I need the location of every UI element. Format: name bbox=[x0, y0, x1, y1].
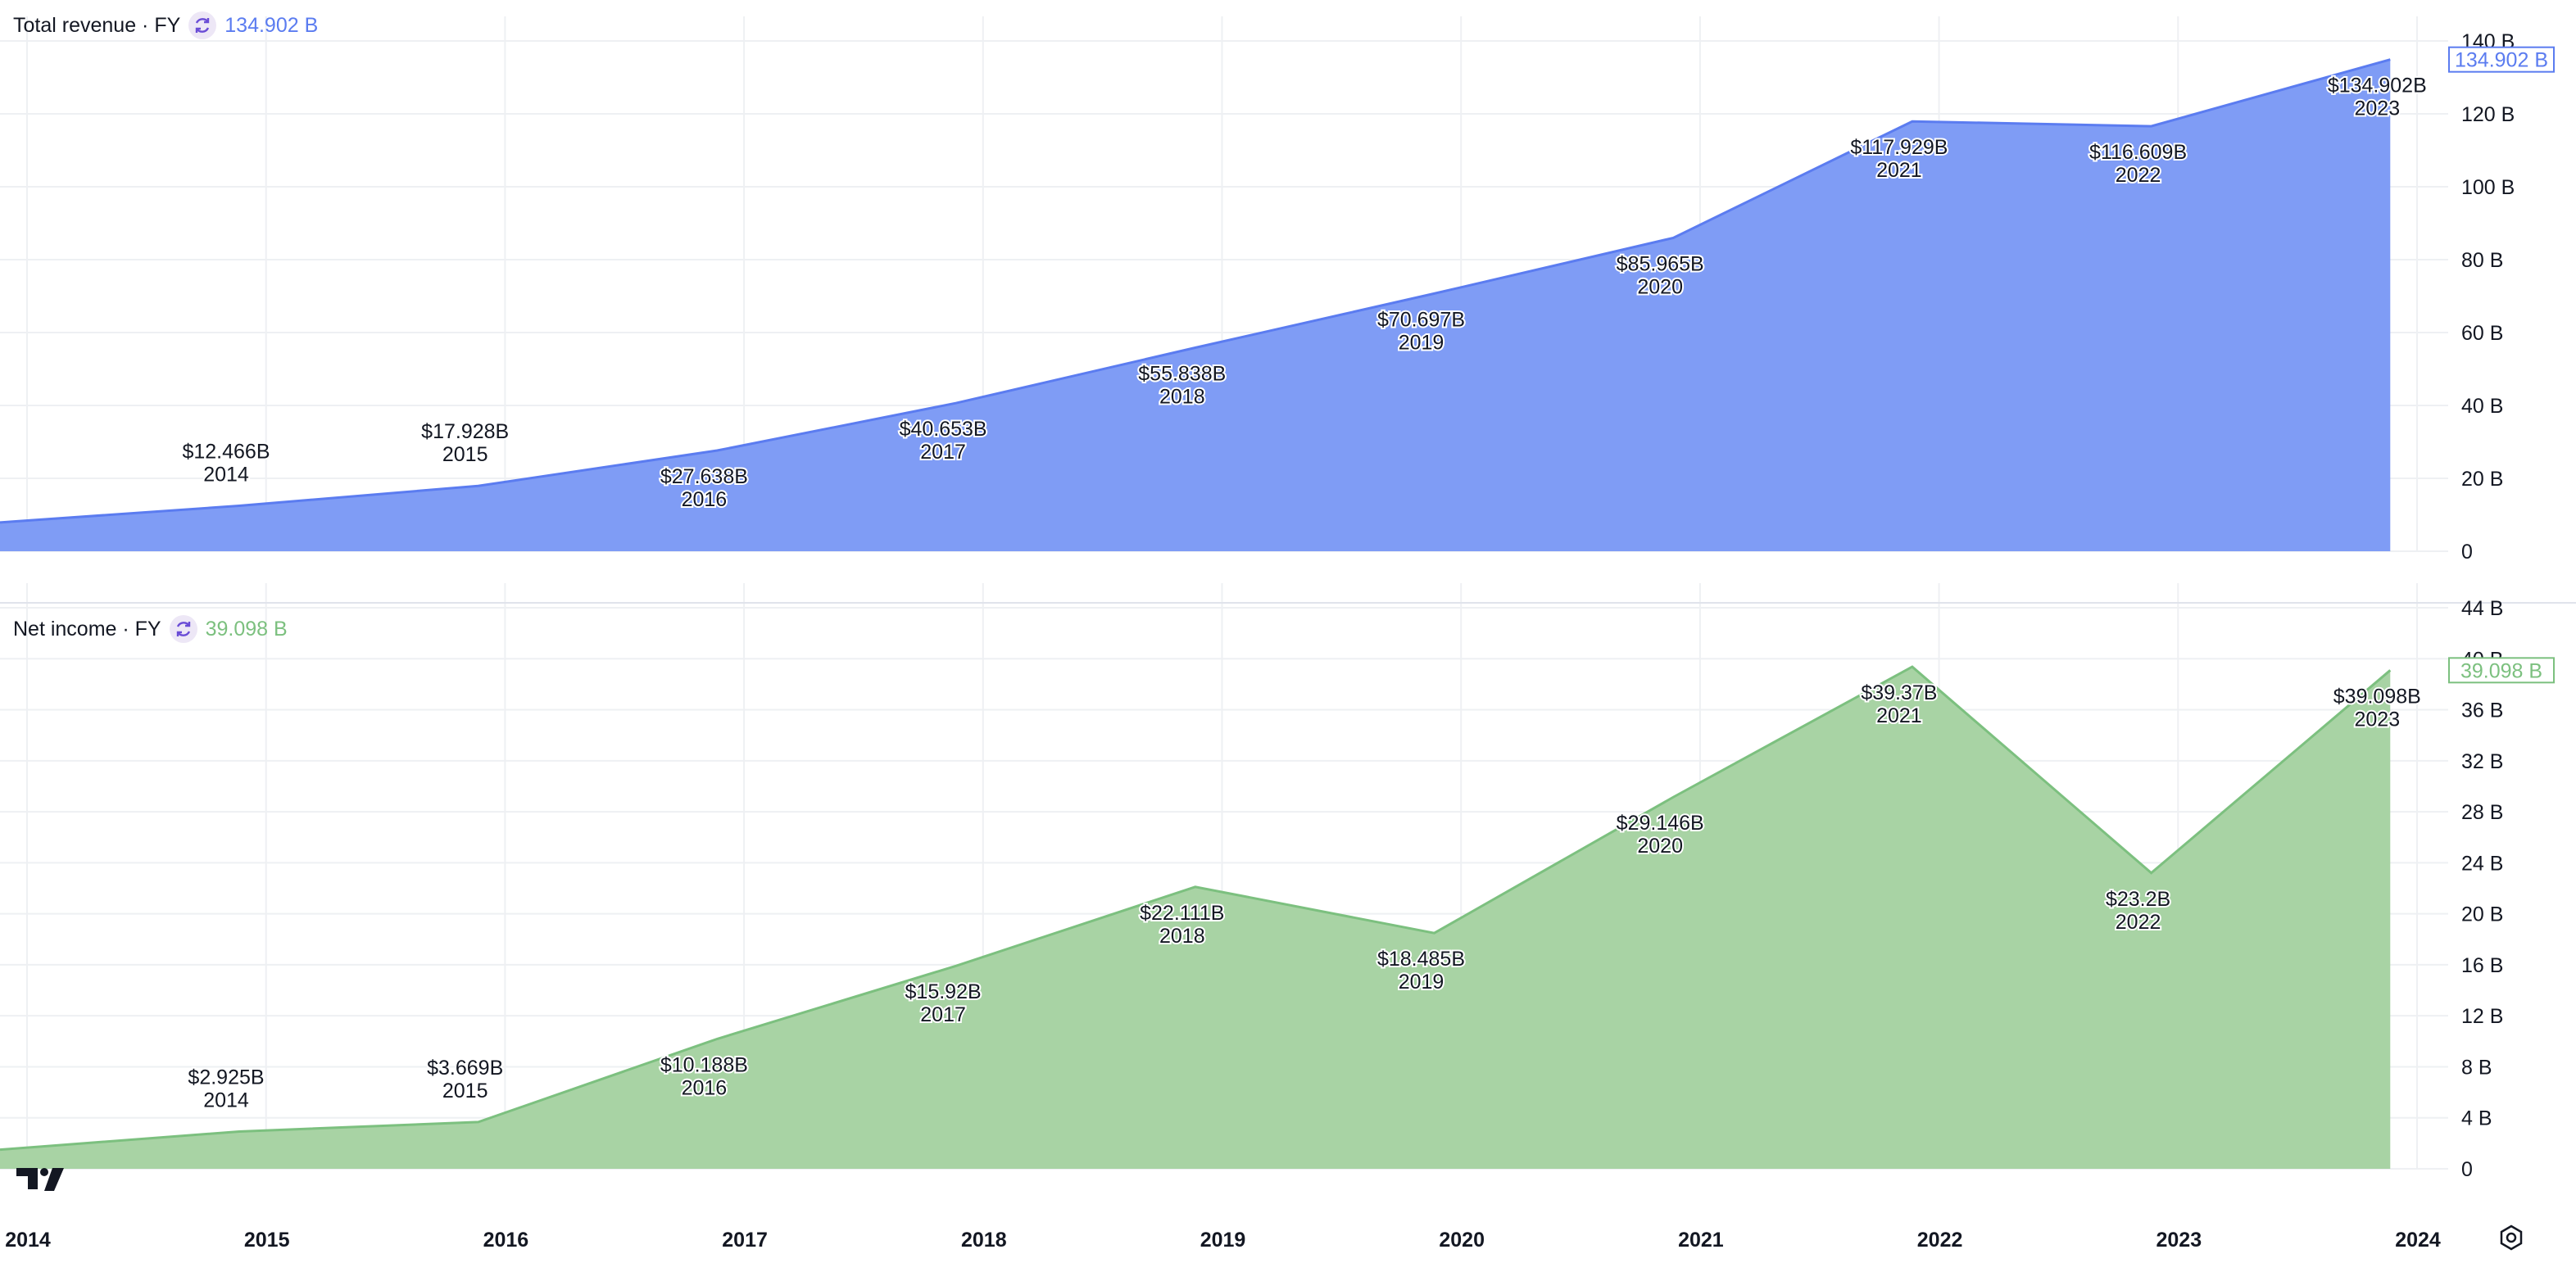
data-label-value: $27.638B bbox=[660, 465, 748, 488]
data-label-year: 2019 bbox=[1399, 331, 1444, 354]
net-income-legend-title: Net income · FY bbox=[13, 617, 161, 641]
x-tick-label: 2022 bbox=[1917, 1229, 1963, 1252]
y-tick-label: 36 B bbox=[2461, 699, 2503, 722]
x-tick-label: 2014 bbox=[5, 1229, 51, 1252]
data-label-value: $55.838B bbox=[1138, 363, 1226, 386]
data-label-value: $39.37B bbox=[1861, 681, 1937, 704]
data-label-value: $2.925B bbox=[188, 1066, 264, 1089]
data-label-year: 2023 bbox=[2354, 708, 2400, 731]
data-label-value: $70.697B bbox=[1377, 308, 1465, 331]
y-tick-label: 120 B bbox=[2461, 103, 2515, 126]
y-tick-label: 32 B bbox=[2461, 750, 2503, 773]
data-label-value: $116.609B bbox=[2089, 141, 2187, 164]
data-label-value: $40.653B bbox=[900, 418, 987, 441]
settings-icon[interactable] bbox=[2497, 1224, 2525, 1256]
x-tick-label: 2018 bbox=[961, 1229, 1007, 1252]
y-tick-label: 8 B bbox=[2461, 1056, 2492, 1079]
x-tick-label: 2020 bbox=[1439, 1229, 1485, 1252]
last-value-badge bbox=[2448, 46, 2555, 73]
y-tick-label: 0 bbox=[2461, 1158, 2473, 1181]
net-income-legend: Net income · FY 39.098 B bbox=[13, 615, 288, 643]
data-label-value: $15.92B bbox=[905, 980, 982, 1003]
data-label-year: 2015 bbox=[442, 1080, 488, 1102]
y-tick-label: 80 B bbox=[2461, 249, 2503, 272]
y-tick-label: 100 B bbox=[2461, 176, 2515, 199]
y-tick-label: 24 B bbox=[2461, 852, 2503, 875]
data-label-year: 2017 bbox=[920, 1003, 966, 1026]
y-tick-label: 4 B bbox=[2461, 1107, 2492, 1130]
y-tick-label: 28 B bbox=[2461, 801, 2503, 824]
data-label-year: 2021 bbox=[1876, 159, 1922, 182]
data-label-value: $22.111B bbox=[1140, 902, 1224, 925]
tradingview-logo-icon[interactable] bbox=[16, 1163, 69, 1200]
data-label-year: 2014 bbox=[203, 1089, 249, 1111]
x-tick-label: 2024 bbox=[2395, 1229, 2441, 1252]
refresh-icon[interactable] bbox=[169, 615, 197, 643]
data-label-value: $12.466B bbox=[182, 441, 270, 464]
data-label-year: 2021 bbox=[1876, 704, 1922, 727]
y-tick-label: 20 B bbox=[2461, 903, 2503, 926]
data-label-year: 2018 bbox=[1159, 925, 1205, 948]
data-label-value: $29.146B bbox=[1617, 812, 1704, 835]
data-label-value: $10.188B bbox=[660, 1053, 748, 1076]
last-value-badge-label: 134.902 B bbox=[2455, 49, 2548, 72]
data-label-year: 2017 bbox=[920, 441, 966, 464]
x-tick-label: 2023 bbox=[2156, 1229, 2202, 1252]
data-label-year: 2022 bbox=[2116, 911, 2161, 934]
x-tick-label: 2015 bbox=[244, 1229, 290, 1252]
y-tick-label: 0 bbox=[2461, 541, 2473, 564]
data-label-value: $18.485B bbox=[1377, 948, 1465, 971]
y-tick-label: 12 B bbox=[2461, 1005, 2503, 1028]
refresh-icon[interactable] bbox=[188, 11, 217, 39]
y-tick-label: 20 B bbox=[2461, 468, 2503, 491]
data-label-value: $134.902B bbox=[2328, 75, 2427, 97]
data-label-value: $3.669B bbox=[427, 1057, 503, 1080]
x-tick-label: 2021 bbox=[1678, 1229, 1724, 1252]
revenue-legend: Total revenue · FY 134.902 B bbox=[13, 11, 318, 39]
data-label-value: $23.2B bbox=[2106, 888, 2170, 911]
data-label-year: 2020 bbox=[1637, 835, 1683, 858]
series-area bbox=[0, 667, 2391, 1169]
data-label-year: 2022 bbox=[2116, 164, 2161, 187]
data-label-value: $117.929B bbox=[1850, 136, 1948, 159]
data-label-year: 2020 bbox=[1637, 275, 1683, 298]
x-tick-label: 2019 bbox=[1200, 1229, 1246, 1252]
data-label-year: 2019 bbox=[1399, 971, 1444, 994]
data-label-year: 2018 bbox=[1159, 386, 1205, 409]
data-label-value: $39.098B bbox=[2333, 685, 2421, 708]
y-tick-label: 16 B bbox=[2461, 954, 2503, 977]
revenue-legend-title: Total revenue · FY bbox=[13, 13, 181, 37]
data-label-value: $17.928B bbox=[421, 420, 509, 443]
data-label-year: 2015 bbox=[442, 443, 488, 466]
data-label-year: 2023 bbox=[2354, 97, 2400, 120]
series-area bbox=[0, 59, 2391, 551]
y-tick-label: 40 B bbox=[2461, 395, 2503, 418]
y-tick-label: 60 B bbox=[2461, 322, 2503, 345]
x-tick-label: 2017 bbox=[722, 1229, 768, 1252]
y-tick-label: 44 B bbox=[2461, 597, 2503, 620]
revenue-legend-value: 134.902 B bbox=[224, 13, 319, 37]
data-label-year: 2016 bbox=[682, 1076, 728, 1099]
data-label-year: 2014 bbox=[203, 464, 249, 487]
net-income-legend-value: 39.098 B bbox=[205, 617, 288, 641]
last-value-badge-label: 39.098 B bbox=[2460, 659, 2542, 682]
last-value-badge bbox=[2448, 657, 2555, 684]
x-tick-label: 2016 bbox=[483, 1229, 529, 1252]
data-label-value: $85.965B bbox=[1617, 252, 1704, 275]
data-label-year: 2016 bbox=[682, 488, 728, 511]
